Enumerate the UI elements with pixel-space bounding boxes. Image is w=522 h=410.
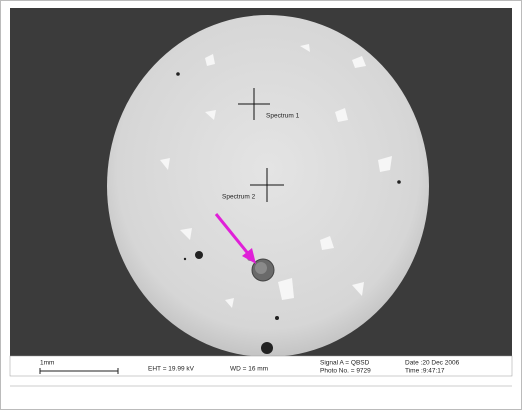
- spectrum-label: Spectrum 1: [266, 113, 300, 120]
- screenshot: Spectrum 1 Spectrum 2 1mm EHT = 19.99 kV…: [0, 0, 522, 410]
- scale-label: 1mm: [40, 360, 54, 367]
- wd: WD = 16 mm: [230, 366, 268, 373]
- eht: EHT = 19.99 kV: [148, 366, 195, 373]
- time: Time :9:47:17: [405, 368, 445, 375]
- specimen: [107, 15, 429, 357]
- signal: Signal A = QBSD: [320, 360, 370, 367]
- date: Date :20 Dec 2006: [405, 360, 460, 367]
- spectrum-label: Spectrum 2: [222, 194, 256, 201]
- photo-number: Photo No. = 9729: [320, 368, 371, 375]
